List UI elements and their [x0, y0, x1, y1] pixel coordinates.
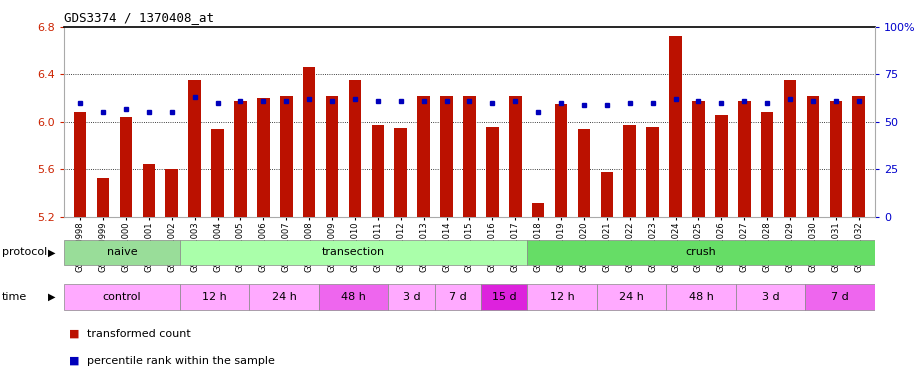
Bar — [180, 240, 528, 265]
Bar — [64, 240, 180, 265]
Text: transformed count: transformed count — [87, 329, 191, 339]
Bar — [372, 126, 384, 217]
Bar — [666, 284, 736, 310]
Bar — [761, 113, 773, 217]
Bar — [74, 113, 86, 217]
Bar — [303, 67, 315, 217]
Text: ▶: ▶ — [48, 291, 55, 302]
Bar — [64, 284, 180, 310]
Text: time: time — [2, 291, 27, 302]
Text: ▶: ▶ — [48, 247, 55, 258]
Bar — [189, 80, 201, 217]
Text: 3 d: 3 d — [762, 291, 780, 302]
Bar — [670, 36, 682, 217]
Bar — [481, 284, 528, 310]
Bar — [509, 96, 521, 217]
Text: 24 h: 24 h — [272, 291, 297, 302]
Bar — [486, 127, 498, 217]
Bar — [853, 96, 865, 217]
Text: 48 h: 48 h — [689, 291, 714, 302]
Bar — [578, 129, 590, 217]
Bar — [97, 178, 109, 217]
Text: naive: naive — [106, 247, 137, 258]
Bar — [555, 104, 567, 217]
Text: 7 d: 7 d — [449, 291, 467, 302]
Bar — [715, 115, 727, 217]
Bar — [120, 117, 132, 217]
Bar — [234, 101, 246, 217]
Bar — [418, 96, 430, 217]
Bar — [692, 101, 704, 217]
Text: control: control — [103, 291, 141, 302]
Bar — [805, 284, 875, 310]
Bar — [326, 96, 338, 217]
Text: 12 h: 12 h — [202, 291, 227, 302]
Text: crush: crush — [686, 247, 716, 258]
Bar — [624, 126, 636, 217]
Bar — [463, 96, 475, 217]
Text: ■: ■ — [69, 329, 79, 339]
Bar — [319, 284, 388, 310]
Bar — [395, 128, 407, 217]
Bar — [143, 164, 155, 217]
Bar — [601, 172, 613, 217]
Bar — [180, 284, 249, 310]
Bar — [784, 80, 796, 217]
Bar — [349, 80, 361, 217]
Bar — [528, 284, 597, 310]
Bar — [249, 284, 319, 310]
Bar — [166, 169, 178, 217]
Text: transection: transection — [322, 247, 386, 258]
Bar — [388, 284, 435, 310]
Bar — [647, 127, 659, 217]
Bar — [597, 284, 666, 310]
Bar — [441, 96, 453, 217]
Text: 48 h: 48 h — [341, 291, 366, 302]
Bar — [830, 101, 842, 217]
Bar — [736, 284, 805, 310]
Bar — [280, 96, 292, 217]
Bar — [435, 284, 481, 310]
Bar — [807, 96, 819, 217]
Text: protocol: protocol — [2, 247, 47, 258]
Text: ■: ■ — [69, 356, 79, 366]
Text: 12 h: 12 h — [550, 291, 574, 302]
Bar — [532, 203, 544, 217]
Bar — [257, 98, 269, 217]
Bar — [212, 129, 224, 217]
Bar — [528, 240, 875, 265]
Text: 24 h: 24 h — [619, 291, 644, 302]
Text: percentile rank within the sample: percentile rank within the sample — [87, 356, 275, 366]
Text: GDS3374 / 1370408_at: GDS3374 / 1370408_at — [64, 11, 214, 24]
Bar — [738, 101, 750, 217]
Text: 7 d: 7 d — [831, 291, 849, 302]
Text: 15 d: 15 d — [492, 291, 517, 302]
Text: 3 d: 3 d — [403, 291, 420, 302]
